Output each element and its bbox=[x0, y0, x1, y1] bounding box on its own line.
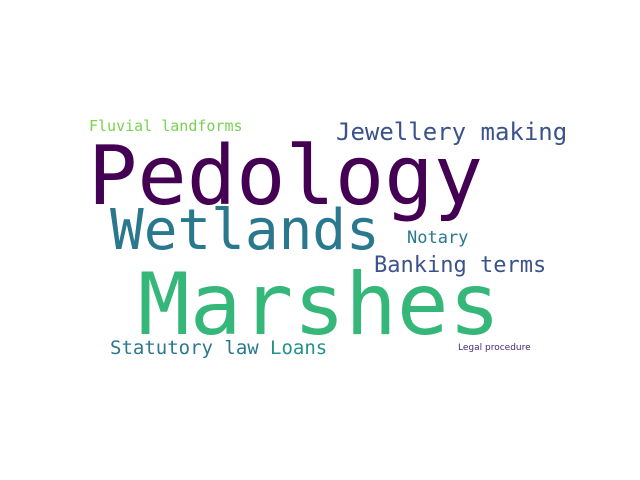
word-notary: Notary bbox=[407, 228, 469, 248]
word-statutory-law: Statutory law bbox=[110, 337, 259, 359]
word-loans: Loans bbox=[270, 337, 328, 359]
word-wetlands: Wetlands bbox=[110, 198, 380, 263]
word-fluvial-landforms: Fluvial landforms bbox=[89, 117, 243, 135]
word-banking-terms: Banking terms bbox=[374, 253, 547, 278]
word-jewellery-making: Jewellery making bbox=[336, 118, 568, 146]
word-legal-procedure: Legal procedure bbox=[458, 343, 531, 353]
word-pedology: Pedology bbox=[88, 129, 483, 224]
word-marshes: Marshes bbox=[138, 255, 501, 355]
